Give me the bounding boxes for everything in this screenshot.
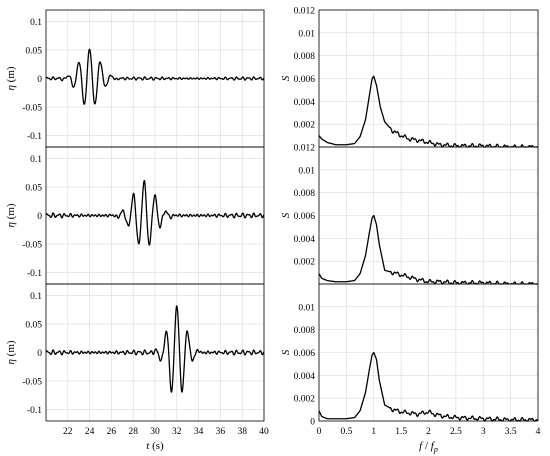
y-tick-label: 0.05 (25, 46, 42, 56)
x-tick-label: 22 (63, 427, 73, 437)
data-series-line (45, 48, 265, 105)
x-axis-subscript: p (433, 445, 438, 454)
chart-spec-1: 0.002 0.004 0.006 0.008 0.01 0.012 S (280, 7, 539, 148)
x-tick-label: 36 (216, 427, 226, 437)
chart-spec-2: 0.002 0.004 0.006 0.008 0.01 0.012 S (280, 144, 539, 285)
y-tick-label: -0.05 (22, 104, 42, 114)
chart-spec-3: 0 0.002 0.004 0.006 0.008 0.01 0 0.5 1 1.5 2 2.5 3 3.… (280, 283, 541, 454)
y-tick-label: -0.1 (27, 406, 42, 416)
y-tick-label: 0.012 (294, 7, 316, 17)
y-tick-label: 0.006 (294, 75, 316, 85)
y-tick-label: 0.01 (298, 303, 315, 313)
y-axis-symbol: η (5, 85, 17, 90)
y-tick-label: 0.008 (294, 326, 316, 336)
x-axis-slash: / (422, 440, 431, 452)
y-tick-label: 0 (37, 349, 42, 359)
x-tick-label: 26 (107, 427, 117, 437)
x-axis-label: t (s) (146, 440, 164, 452)
x-tick-label: 30 (150, 427, 160, 437)
y-tick-label: 0.05 (25, 320, 42, 330)
y-tick-label: 0 (37, 75, 42, 85)
chart-time-3: -0.1 -0.05 0 0.05 0.1 22 24 26 28 30 32 34 36 38 40 η (… (5, 283, 269, 452)
y-tick-label: 0.1 (30, 18, 42, 28)
y-tick-label: 0.05 (25, 183, 42, 193)
y-tick-label: -0.1 (27, 269, 42, 279)
x-tick-label: 3 (481, 427, 486, 437)
y-axis-label: η (m) (5, 203, 17, 227)
x-tick-label: 38 (237, 427, 247, 437)
y-axis-symbol: η (5, 359, 17, 364)
y-tick-label: 0.004 (294, 372, 316, 382)
x-tick-label: 2.5 (450, 427, 462, 437)
y-axis-label: S (280, 75, 292, 81)
y-tick-label: 0.012 (294, 144, 316, 154)
y-tick-label: 0.1 (30, 292, 42, 302)
x-tick-label: 2 (426, 427, 431, 437)
y-tick-label: 0.01 (298, 166, 315, 176)
y-axis-symbol: S (280, 75, 292, 81)
y-tick-label: 0.004 (294, 235, 316, 245)
y-axis-unit: (m) (5, 340, 17, 359)
x-tick-label: 32 (172, 427, 182, 437)
x-axis-label: f / fp (419, 440, 438, 454)
x-axis-denominator: f (431, 440, 436, 452)
x-tick-label: 40 (259, 427, 269, 437)
x-tick-label: 28 (128, 427, 138, 437)
y-tick-label: 0.006 (294, 212, 316, 222)
axes-frame (318, 283, 539, 422)
y-axis-label: η (m) (5, 66, 17, 90)
x-tick-label: 1 (371, 427, 376, 437)
x-tick-label: 0.5 (340, 427, 352, 437)
y-tick-label: 0.006 (294, 349, 316, 359)
x-tick-label: 24 (85, 427, 95, 437)
axes-frame (45, 283, 265, 422)
y-tick-label: -0.1 (27, 132, 42, 142)
y-tick-label: 0 (310, 418, 315, 428)
y-axis-symbol: η (5, 222, 17, 227)
y-axis-unit: (m) (5, 203, 17, 222)
y-tick-label: 0.002 (294, 121, 316, 131)
y-tick-label: 0.004 (294, 98, 316, 108)
x-tick-label: 4 (536, 427, 541, 437)
y-axis-label: S (280, 349, 292, 355)
x-axis-symbol: f (419, 440, 424, 452)
y-axis-symbol: S (280, 349, 292, 355)
data-series-line (45, 179, 265, 246)
y-tick-label: 0.002 (294, 395, 316, 405)
y-tick-label: 0.008 (294, 52, 316, 62)
x-axis-symbol: t (146, 440, 150, 452)
y-tick-label: 0.1 (30, 155, 42, 165)
y-tick-label: 0.008 (294, 189, 316, 199)
y-tick-label: 0 (37, 212, 42, 222)
chart-time-1: -0.1 -0.05 0 0.05 0.1 η (m) (5, 9, 265, 148)
y-axis-symbol: S (280, 212, 292, 218)
x-tick-label: 3.5 (505, 427, 517, 437)
y-axis-label: η (m) (5, 340, 17, 364)
y-tick-label: -0.05 (22, 241, 42, 251)
y-axis-unit: (m) (5, 66, 17, 85)
y-tick-label: 0.01 (298, 29, 315, 39)
data-series-line (45, 305, 265, 393)
x-tick-label: 0 (317, 427, 322, 437)
x-axis-unit: (s) (149, 440, 164, 452)
chart-time-2: -0.1 -0.05 0 0.05 0.1 η (m) (5, 146, 265, 285)
x-tick-label: 1.5 (395, 427, 407, 437)
y-tick-label: 0.002 (294, 258, 316, 268)
x-tick-label: 34 (194, 427, 204, 437)
y-tick-label: -0.05 (22, 378, 42, 388)
y-axis-label: S (280, 212, 292, 218)
